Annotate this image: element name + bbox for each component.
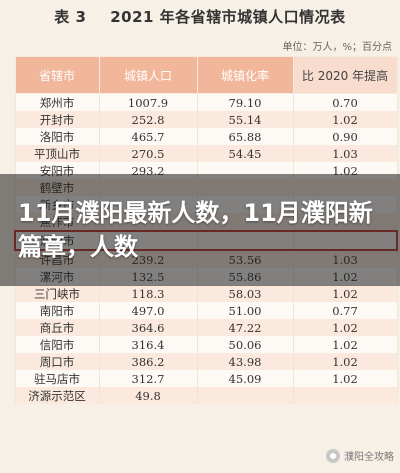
urban-population-cell: 316.4 [98, 336, 198, 353]
urbanization-rate-cell: 58.03 [196, 285, 294, 302]
urbanization-rate-cell: 47.22 [196, 319, 294, 336]
city-cell: 三门峡市 [14, 285, 100, 302]
table-row: 商丘市 364.6 47.22 1.02 [14, 319, 398, 336]
city-cell: 开封市 [14, 111, 100, 128]
urban-population-cell: 497.0 [98, 302, 198, 319]
increase-cell: 0.77 [292, 302, 398, 319]
urban-population-cell: 465.7 [98, 128, 198, 145]
headline-overlay [0, 174, 400, 286]
city-cell: 信阳市 [14, 336, 100, 353]
increase-cell: 0.70 [292, 93, 398, 111]
table-row: 驻马店市 312.7 45.09 1.02 [14, 370, 398, 387]
watermark: 濮阳全攻略 [326, 448, 394, 463]
increase-cell: 1.02 [292, 319, 398, 336]
urban-population-cell: 118.3 [98, 285, 198, 302]
table-row: 信阳市 316.4 50.06 1.02 [14, 336, 398, 353]
increase-cell: 1.02 [292, 111, 398, 128]
table-row: 平顶山市 270.5 54.45 1.03 [14, 145, 398, 162]
urbanization-rate-cell: 50.06 [196, 336, 294, 353]
urbanization-rate-cell: 45.09 [196, 370, 294, 387]
table-row: 南阳市 497.0 51.00 0.77 [14, 302, 398, 319]
city-cell: 平顶山市 [14, 145, 100, 162]
city-cell: 济源示范区 [14, 387, 100, 404]
table-row: 三门峡市 118.3 58.03 1.02 [14, 285, 398, 302]
column-header: 城镇人口 [98, 56, 198, 94]
table-number: 表 3 [54, 8, 87, 26]
city-cell: 郑州市 [14, 93, 100, 111]
urbanization-rate-cell: 51.00 [196, 302, 294, 319]
increase-cell [292, 387, 398, 404]
urbanization-rate-cell: 55.14 [196, 111, 294, 128]
city-cell: 商丘市 [14, 319, 100, 336]
city-cell: 南阳市 [14, 302, 100, 319]
city-cell: 驻马店市 [14, 370, 100, 387]
headline-text: 11月濮阳最新人数，11月濮阳新篇章，人数 [18, 199, 373, 261]
table-row: 周口市 386.2 43.98 1.02 [14, 353, 398, 370]
increase-cell: 1.02 [292, 336, 398, 353]
watermark-text: 濮阳全攻略 [344, 452, 394, 463]
wechat-icon [326, 448, 340, 463]
urbanization-rate-cell: 43.98 [196, 353, 294, 370]
city-cell: 周口市 [14, 353, 100, 370]
increase-cell: 0.90 [292, 128, 398, 145]
urbanization-rate-cell: 79.10 [196, 93, 294, 111]
table-title-text: 2021 年各省辖市城镇人口情况表 [110, 8, 346, 26]
unit-note: 单位：万人，%；百分点 [282, 42, 392, 53]
urbanization-rate-cell [196, 387, 294, 404]
increase-cell: 1.02 [292, 353, 398, 370]
urban-population-cell: 1007.9 [98, 93, 198, 111]
increase-cell: 1.02 [292, 370, 398, 387]
city-cell: 洛阳市 [14, 128, 100, 145]
column-header: 比 2020 年提高 [292, 56, 398, 94]
table-row: 开封市 252.8 55.14 1.02 [14, 111, 398, 128]
column-header: 省辖市 [14, 56, 100, 94]
urbanization-rate-cell: 54.45 [196, 145, 294, 162]
urbanization-rate-cell: 65.88 [196, 128, 294, 145]
increase-cell: 1.03 [292, 145, 398, 162]
column-header: 城镇化率 [196, 56, 294, 94]
urban-population-cell: 49.8 [98, 387, 198, 404]
table-title: 表 3 2021 年各省辖市城镇人口情况表 [0, 6, 400, 27]
urban-population-cell: 270.5 [98, 145, 198, 162]
urban-population-cell: 252.8 [98, 111, 198, 128]
urban-population-cell: 312.7 [98, 370, 198, 387]
table-header-row: 省辖市 城镇人口 城镇化率 比 2020 年提高 [14, 56, 398, 94]
urban-population-cell: 386.2 [98, 353, 198, 370]
table-row: 洛阳市 465.7 65.88 0.90 [14, 128, 398, 145]
urban-population-cell: 364.6 [98, 319, 198, 336]
increase-cell: 1.02 [292, 285, 398, 302]
table-row: 济源示范区 49.8 [14, 387, 398, 404]
table-row: 郑州市 1007.9 79.10 0.70 [14, 93, 398, 111]
